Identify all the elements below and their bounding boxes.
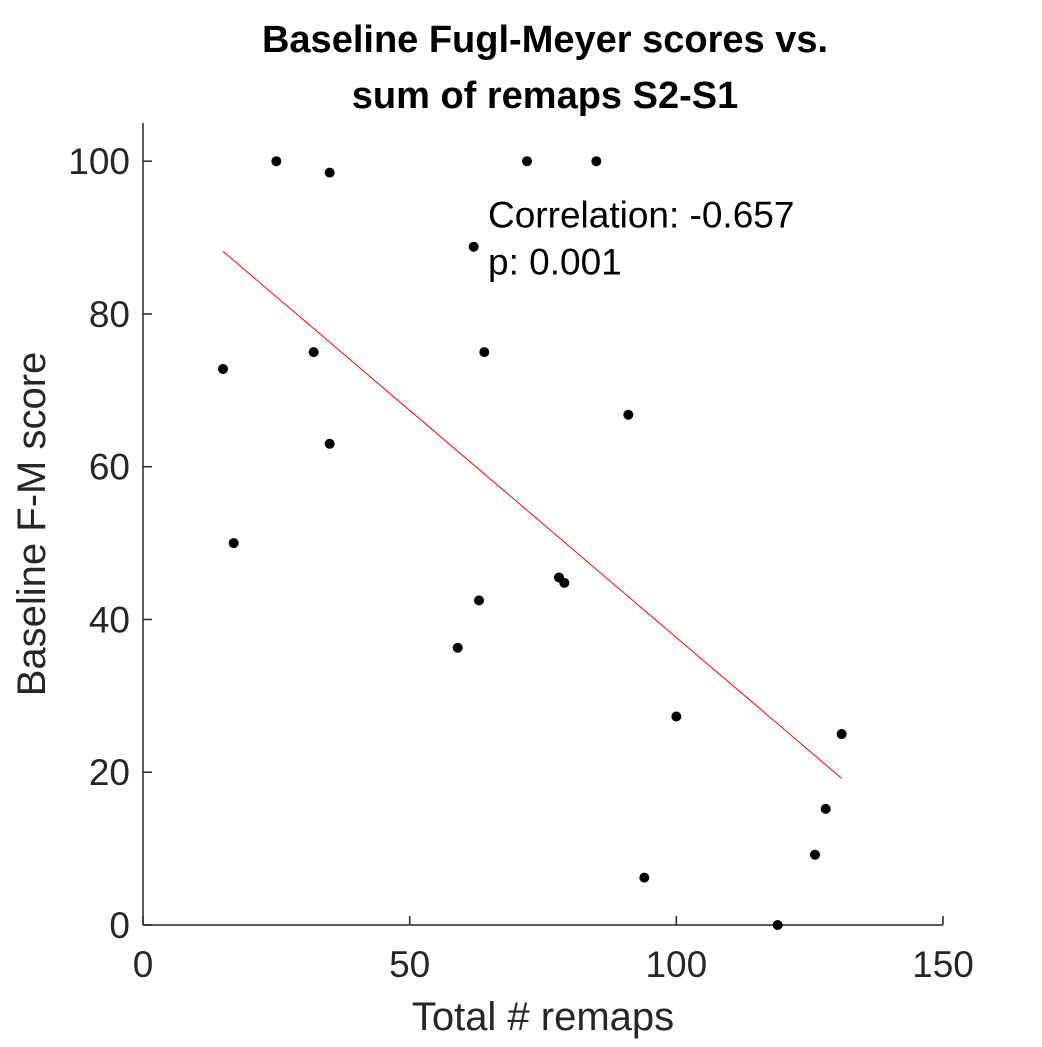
scatter-point: [479, 347, 490, 358]
y-tick-label: 20: [89, 752, 130, 793]
y-tick-label: 80: [89, 294, 130, 335]
x-tick-label: 50: [389, 944, 430, 985]
x-axis-ticks: 0 50 100 150: [133, 916, 974, 985]
scatter-point: [474, 595, 484, 606]
regression-fit-line: [222, 250, 842, 779]
scatter-point: [468, 241, 479, 252]
correlation-annotation: Correlation: -0.657 p: 0.001: [488, 195, 794, 283]
y-tick-label: 60: [89, 447, 130, 488]
scatter-points: [218, 156, 847, 930]
x-tick-label: 100: [645, 944, 707, 985]
scatter-point: [228, 538, 239, 549]
y-tick-label: 40: [89, 599, 130, 640]
scatter-point: [452, 642, 463, 653]
y-tick-label: 0: [109, 905, 130, 946]
scatter-point: [271, 156, 282, 167]
x-tick-label: 150: [912, 944, 974, 985]
scatter-point: [324, 438, 335, 449]
scatter-point: [218, 363, 228, 374]
p-value-text: p: 0.001: [488, 242, 622, 283]
x-axis-label: Total # remaps: [412, 995, 674, 1039]
scatter-point: [623, 409, 634, 420]
scatter-point: [522, 156, 532, 167]
x-tick-label: 0: [133, 944, 154, 985]
y-axis-label: Baseline F-M score: [10, 352, 54, 697]
scatter-point: [639, 872, 650, 883]
chart-title-line-2: sum of remaps S2-S1: [352, 75, 738, 117]
chart-title: Baseline Fugl-Meyer scores vs. sum of re…: [262, 19, 828, 117]
chart-title-line-1: Baseline Fugl-Meyer scores vs.: [262, 19, 828, 61]
scatter-point: [671, 711, 682, 722]
scatter-point: [559, 577, 570, 588]
correlation-text: Correlation: -0.657: [488, 195, 794, 236]
y-tick-label: 100: [68, 141, 130, 182]
scatter-point: [820, 803, 831, 814]
scatter-point: [308, 347, 319, 358]
scatter-point: [772, 920, 783, 930]
scatter-point: [591, 156, 602, 167]
scatter-point: [324, 167, 335, 178]
scatter-point: [810, 849, 820, 860]
scatter-point: [836, 729, 847, 740]
y-axis-ticks: 0 20 40 60 80 100: [68, 141, 152, 946]
